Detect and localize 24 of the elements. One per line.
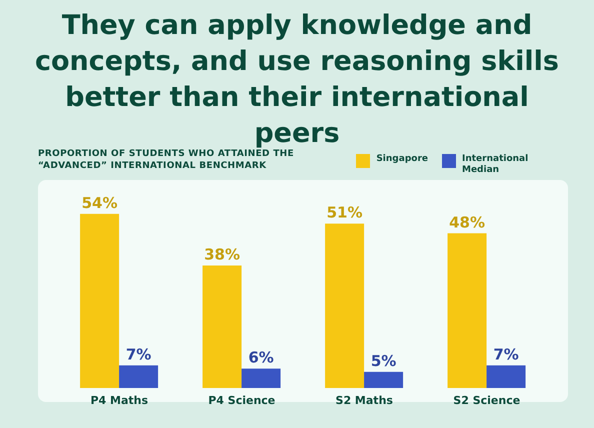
legend-label: Singapore xyxy=(376,154,428,165)
bar xyxy=(364,372,404,388)
bar xyxy=(119,365,158,388)
bar xyxy=(486,365,526,388)
x-tick-label: S2 Science xyxy=(453,394,520,407)
bar xyxy=(242,368,281,388)
chart-title: They can apply knowledge and concepts, and use reasoning skills better than their international peers xyxy=(34,9,560,149)
data-label: 7% xyxy=(126,345,152,364)
data-label: 5% xyxy=(370,352,396,370)
x-tick-label: S2 Maths xyxy=(336,394,394,407)
bar xyxy=(448,233,487,388)
data-label: 51% xyxy=(326,204,363,222)
chart-subtitle: PROPORTION OF STUDENTS WHO ATTAINED THE “ADVANCED” INTERNATIONAL BENCHMARK xyxy=(38,148,295,172)
x-tick-label: P4 Maths xyxy=(90,394,148,407)
bar xyxy=(80,214,120,388)
bar xyxy=(325,224,364,388)
data-label: 38% xyxy=(204,246,240,264)
data-label: 48% xyxy=(449,213,486,232)
bar xyxy=(202,266,242,388)
x-tick-label: P4 Science xyxy=(208,394,276,407)
data-label: 6% xyxy=(248,348,274,367)
legend-label: International Median xyxy=(462,154,528,176)
data-label: 7% xyxy=(493,345,519,364)
data-label: 54% xyxy=(82,194,118,212)
